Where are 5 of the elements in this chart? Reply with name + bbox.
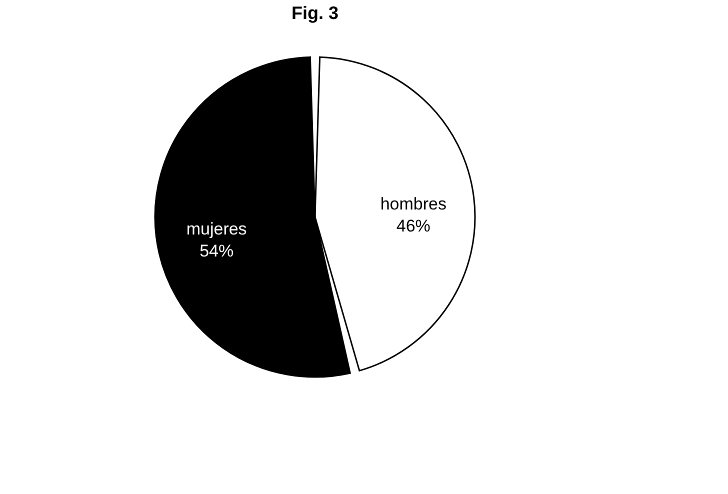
data-label: 46% [396, 216, 430, 236]
slice-label: hombres [380, 194, 446, 214]
data-label: 54% [200, 241, 234, 260]
chart-title: Fig. 3 [291, 3, 339, 23]
slice-label: mujeres [186, 219, 247, 238]
